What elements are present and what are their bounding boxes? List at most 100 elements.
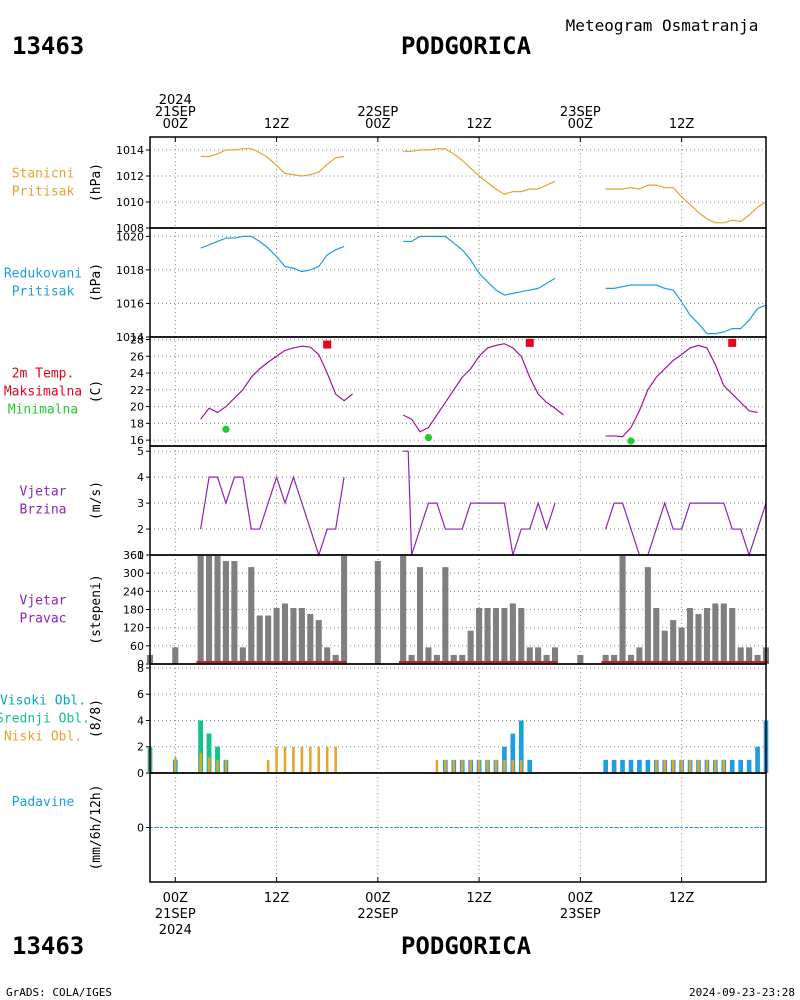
series-line <box>403 450 556 556</box>
wind-dir-bar <box>206 555 213 664</box>
min-temp-marker <box>222 425 230 433</box>
top-tick-label: 00Z <box>568 117 594 132</box>
y-tick-label: 16 <box>130 434 144 447</box>
cloud-bar <box>435 759 439 773</box>
cloud-bar <box>198 720 203 773</box>
cloud-bar <box>224 759 228 773</box>
panel-6: Padavine (mm/6h/12h) 0 <box>12 772 767 883</box>
y-tick-label: 3 <box>137 497 144 510</box>
cloud-bar <box>518 720 524 773</box>
y-tick-label: 4 <box>137 471 144 484</box>
top-tick-label: 23SEP <box>560 105 601 120</box>
top-tick-label: 12Z <box>264 117 290 132</box>
wind-dir-bar <box>695 614 702 664</box>
panel-frame <box>149 445 767 556</box>
station-id-bottom: 13463 <box>12 932 84 960</box>
bottom-tick-label: 23SEP <box>560 907 601 922</box>
cloud-bar <box>671 759 675 773</box>
wind-dir-bar <box>492 607 500 664</box>
wind-dir-bar <box>459 654 466 664</box>
panel-label: Maksimalna <box>4 385 82 400</box>
panel-5: Visoki Obl. Srednji Obl. Niski Obl. (8/8) 0 2… <box>0 662 769 780</box>
panel-frame <box>149 227 767 338</box>
y-tick-label: 4 <box>137 714 144 727</box>
wind-dir-bar <box>737 647 744 664</box>
y-tick-label: 1016 <box>116 297 144 310</box>
cloud-bar <box>300 746 304 773</box>
cloud-bar <box>460 759 464 773</box>
cloud-bar <box>663 759 667 773</box>
bottom-tick-label: 00Z <box>163 891 189 906</box>
cloud-bar <box>520 759 523 773</box>
series-line <box>200 148 345 177</box>
cloud-bar <box>216 759 219 773</box>
cloud-bar <box>637 759 642 773</box>
cloud-bar <box>174 757 177 773</box>
y-tick-label: 24 <box>130 367 144 380</box>
cloud-bar <box>309 746 312 773</box>
top-tick-label: 00Z <box>163 117 189 132</box>
wind-dir-bar <box>442 567 449 664</box>
max-temp-marker <box>728 338 737 347</box>
wind-dir-bar <box>636 647 643 664</box>
wind-dir-bar <box>332 654 339 664</box>
wind-dir-bar <box>509 603 516 664</box>
y-axis-label: (hPa) <box>89 263 104 302</box>
top-tick-label: 21SEP <box>155 105 196 120</box>
wind-dir-bar <box>543 654 550 664</box>
panel-label: Pritisak <box>12 285 75 300</box>
y-tick-label: 0 <box>137 822 144 835</box>
wind-dir-bar <box>239 647 246 664</box>
wind-dir-bar <box>374 561 381 664</box>
cloud-bar <box>688 759 692 773</box>
series-line <box>200 475 345 557</box>
panel-1: Redukovani Pritisak (hPa) 1014 1016 1018 1020 <box>4 227 767 344</box>
wind-dir-bar <box>290 607 297 664</box>
top-tick-label: 12Z <box>669 117 695 132</box>
panel-label: Redukovani <box>4 267 82 282</box>
panel-frame <box>149 772 767 883</box>
wind-dir-bar <box>670 620 677 664</box>
y-tick-label: 8 <box>137 662 144 675</box>
cloud-bar <box>628 759 634 773</box>
cloud-bar <box>444 759 447 773</box>
panel-label: Stanicni <box>12 167 75 182</box>
y-axis-label: (hPa) <box>89 163 104 202</box>
cloud-bar <box>705 759 709 773</box>
footer-timestamp: 2024-09-23-23:28 <box>689 986 795 999</box>
y-tick-label: 18 <box>130 417 144 430</box>
cloud-bar <box>729 759 735 773</box>
panel-2: 2m Temp. Maksimalna Minimalna (C) 16 18 20 22 24… <box>4 334 767 447</box>
wind-dir-bar <box>712 603 719 664</box>
y-tick-label: 22 <box>130 384 144 397</box>
wind-dir-bar <box>644 567 651 664</box>
wind-dir-bar <box>315 620 322 664</box>
y-tick-label: 180 <box>123 604 144 617</box>
wind-dir-bar <box>577 654 584 664</box>
cloud-bar <box>215 746 220 773</box>
bottom-tick-label: 22SEP <box>357 907 398 922</box>
wind-dir-bar <box>619 555 626 664</box>
wind-dir-bar <box>678 627 685 664</box>
cloud-bar <box>510 733 516 773</box>
min-temp-marker <box>627 437 635 445</box>
wind-dir-bar <box>298 607 305 664</box>
cloud-bar <box>714 759 717 773</box>
series-line <box>200 345 353 420</box>
y-tick-label: 0 <box>137 767 144 780</box>
wind-dir-bar <box>526 647 533 664</box>
cloud-bar <box>317 746 321 773</box>
y-tick-label: 20 <box>130 401 144 414</box>
cloud-bar <box>603 759 608 773</box>
cloud-bar <box>655 759 658 773</box>
panel-label: Padavine <box>12 795 75 810</box>
y-tick-label: 1010 <box>116 196 144 209</box>
panel-label: 2m Temp. <box>12 367 75 382</box>
wind-dir-bar <box>602 654 609 664</box>
top-tick-label: 12Z <box>466 117 492 132</box>
bottom-tick-label: 00Z <box>365 891 391 906</box>
wind-dir-bar <box>703 607 710 664</box>
panel-label: Vjetar <box>20 594 67 609</box>
max-temp-marker <box>525 338 534 347</box>
